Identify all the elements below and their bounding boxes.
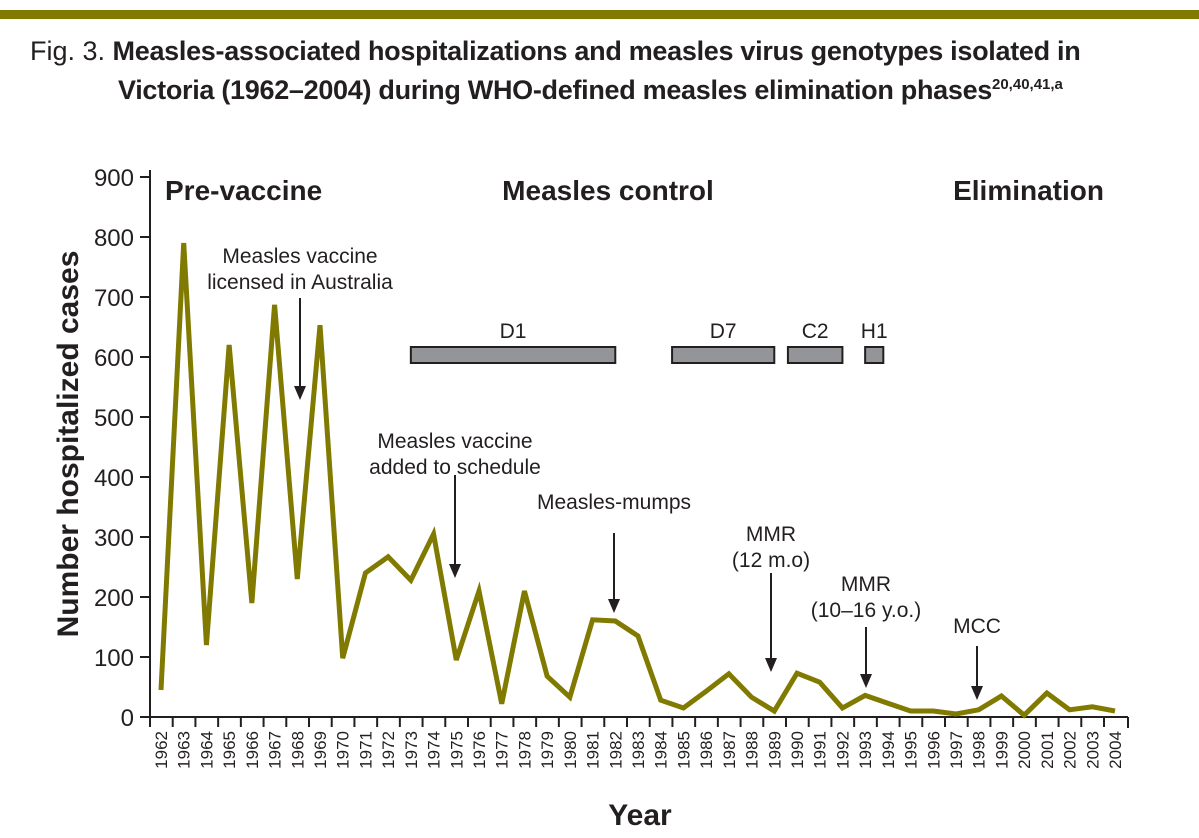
y-tick-label: 600 (94, 345, 134, 372)
genotype-label: C2 (802, 320, 829, 343)
x-tick-label: 1983 (629, 731, 648, 769)
annotation-text: MCC (953, 615, 1001, 638)
title-refs: 20,40,41,a (992, 76, 1063, 93)
phase-label: Elimination (953, 175, 1104, 206)
x-tick-label: 1971 (356, 731, 375, 769)
title-line-1: Measles-associated hospitalizations and … (112, 36, 1081, 66)
y-axis-label: Number hospitalized cases (52, 251, 85, 638)
x-tick-label: 1992 (833, 731, 852, 769)
x-tick-label: 1967 (266, 731, 285, 769)
genotype-label: D1 (500, 320, 527, 343)
x-tick-label: 1998 (970, 731, 989, 769)
x-tick-label: 1989 (765, 731, 784, 769)
series-line (158, 242, 1116, 719)
y-tick-label: 0 (121, 705, 134, 732)
x-tick-label: 1969 (311, 731, 330, 769)
annotation-text: (12 m.o) (732, 549, 810, 572)
genotype-label: H1 (861, 320, 888, 343)
arrow-head-icon (860, 674, 872, 688)
arrow-head-icon (449, 564, 461, 578)
x-tick-label: 1988 (743, 731, 762, 769)
x-tick-label: 1995 (902, 731, 921, 769)
annotation-text: MMR (746, 523, 796, 546)
x-tick-label: 1966 (243, 731, 262, 769)
x-tick-label: 1964 (197, 731, 216, 769)
x-tick-label: 1993 (856, 731, 875, 769)
y-tick-label: 500 (94, 405, 134, 432)
genotype-bar (864, 346, 885, 364)
x-tick-label: 2003 (1083, 731, 1102, 769)
x-tick-label: 1973 (402, 731, 421, 769)
x-tick-label: 1977 (493, 731, 512, 769)
y-tick-label: 900 (94, 165, 134, 192)
genotype-bar (409, 346, 617, 364)
y-tick-label: 200 (94, 585, 134, 612)
arrow-head-icon (765, 658, 777, 672)
x-tick-label: 1990 (788, 731, 807, 769)
annotation-text: (10–16 y.o.) (811, 599, 922, 622)
x-axis-label: Year (608, 799, 672, 832)
x-tick-label: 1981 (584, 731, 603, 769)
x-tick-label: 1963 (175, 731, 194, 769)
arrow-head-icon (608, 599, 620, 613)
x-tick-label: 1978 (515, 731, 534, 769)
x-tick-label: 1987 (720, 731, 739, 769)
x-tick-label: 1974 (425, 731, 444, 769)
figure-title: Fig. 3. Measles-associated hospitalizati… (30, 34, 1190, 107)
x-tick-label: 1997 (947, 731, 966, 769)
arrow-head-icon (294, 386, 306, 400)
y-tick-label: 100 (94, 645, 134, 672)
annotation-text: licensed in Australia (207, 271, 393, 294)
annotation-text: Measles vaccine (222, 245, 377, 268)
x-tick-label: 1970 (334, 731, 353, 769)
x-tick-label: 1972 (379, 731, 398, 769)
x-tick-label: 1975 (447, 731, 466, 769)
genotype-bar (671, 346, 776, 364)
x-tick-label: 1976 (470, 731, 489, 769)
title-line-2: Victoria (1962–2004) during WHO-defined … (118, 75, 992, 105)
figure-label: Fig. 3. (30, 36, 106, 66)
top-rule (0, 10, 1199, 19)
phase-label: Measles control (502, 175, 714, 206)
arrow-head-icon (971, 686, 983, 700)
x-tick-label: 1982 (606, 731, 625, 769)
x-tick-label: 1979 (538, 731, 557, 769)
x-tick-label: 1991 (811, 731, 830, 769)
annotation-text: MMR (841, 573, 891, 596)
x-tick-label: 1984 (652, 731, 671, 769)
x-tick-label: 2001 (1038, 731, 1057, 769)
y-tick-label: 300 (94, 525, 134, 552)
x-tick-label: 2004 (1106, 731, 1125, 769)
genotype-bar (786, 346, 844, 364)
annotation-text: added to schedule (369, 456, 541, 479)
phase-label: Pre-vaccine (165, 175, 322, 206)
x-tick-label: 1994 (879, 731, 898, 769)
x-tick-label: 1985 (674, 731, 693, 769)
annotation-text: Measles-mumps (537, 491, 691, 514)
x-tick-label: 1986 (697, 731, 716, 769)
x-tick-label: 2000 (1015, 731, 1034, 769)
x-tick-label: 1996 (924, 731, 943, 769)
x-tick-label: 1999 (992, 731, 1011, 769)
y-tick-label: 800 (94, 225, 134, 252)
x-tick-label: 1962 (152, 731, 171, 769)
y-tick-label: 400 (94, 465, 134, 492)
genotype-label: D7 (710, 320, 737, 343)
x-tick-label: 1980 (561, 731, 580, 769)
x-tick-label: 1968 (288, 731, 307, 769)
x-tick-label: 2002 (1061, 731, 1080, 769)
annotation-text: Measles vaccine (377, 430, 532, 453)
y-tick-label: 700 (94, 285, 134, 312)
x-tick-label: 1965 (220, 731, 239, 769)
